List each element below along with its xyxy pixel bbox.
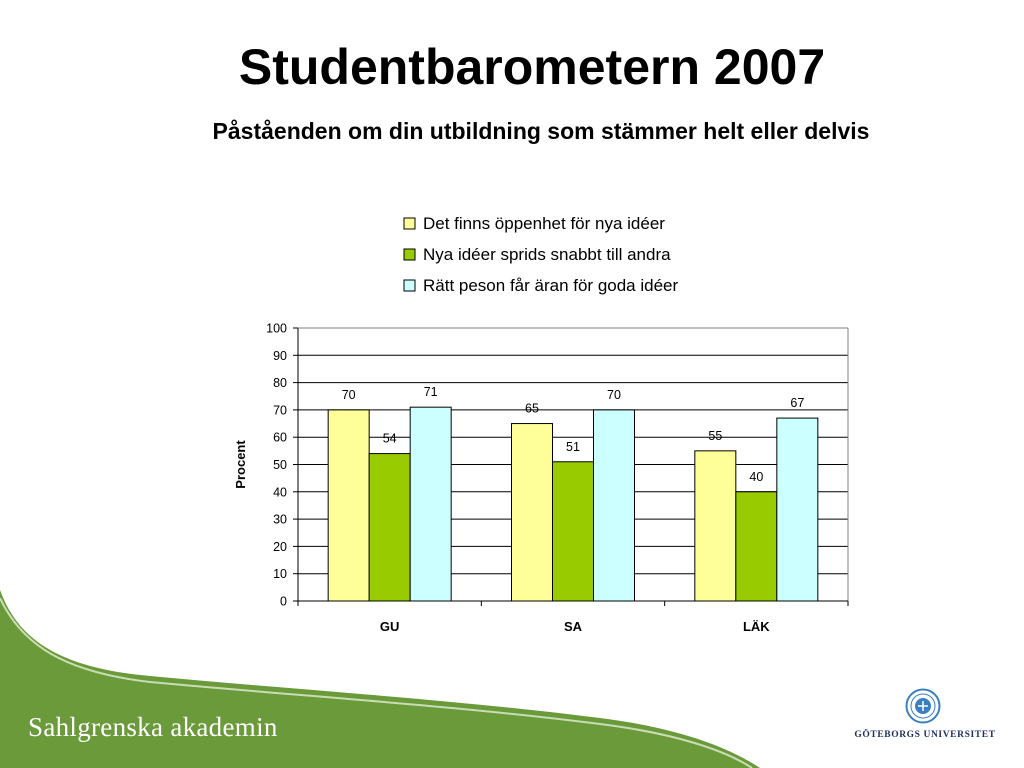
y-axis-label: Procent (233, 440, 248, 489)
bar (552, 461, 594, 602)
footer-light-line (0, 597, 753, 768)
y-tick-label: 30 (273, 513, 287, 527)
brand-wordmark: Sahlgrenska akademin (28, 712, 278, 742)
y-tick-label: 50 (273, 458, 287, 472)
legend-swatch (403, 248, 416, 261)
y-tick-label: 10 (273, 567, 287, 581)
bar (511, 423, 553, 602)
y-tick-label: 70 (273, 403, 287, 417)
data-label: 40 (749, 470, 763, 484)
legend-label: Det finns öppenhet för nya idéer (423, 214, 665, 233)
y-tick-label: 100 (266, 322, 287, 336)
data-label: 70 (342, 388, 356, 402)
bar (593, 409, 635, 602)
legend-label: Nya idéer sprids snabbt till andra (423, 245, 671, 264)
bar (409, 406, 452, 602)
y-tick-label: 0 (280, 595, 287, 609)
legend-swatch (403, 217, 416, 230)
y-tick-label: 60 (273, 431, 287, 445)
data-label: 54 (383, 432, 397, 446)
footer-green-band (0, 590, 760, 768)
data-label: 67 (790, 396, 804, 410)
university-name: GÖTEBORGS UNIVERSITET (854, 730, 996, 740)
data-label: 51 (566, 440, 580, 454)
data-label: 71 (424, 385, 438, 399)
page-title: Studentbarometern 2007 (238, 39, 826, 95)
y-tick-label: 80 (273, 376, 287, 390)
y-tick-label: 90 (273, 349, 287, 363)
x-tick-label: SA (564, 619, 583, 634)
university-seal-icon (905, 688, 941, 724)
data-label: 65 (525, 402, 539, 416)
data-label: 55 (708, 429, 722, 443)
data-label: 70 (607, 388, 621, 402)
y-tick-label: 20 (273, 540, 287, 554)
bar (776, 417, 819, 602)
bar (694, 450, 737, 602)
university-logo: GÖTEBORGS UNIVERSITET (845, 688, 1005, 748)
bar (735, 491, 778, 602)
y-tick-label: 40 (273, 485, 287, 499)
legend-label: Rätt peson får äran för goda idéer (423, 276, 678, 295)
bar (368, 453, 411, 602)
x-tick-label: GU (380, 619, 400, 634)
bar (327, 409, 370, 602)
page-subtitle: Påståenden om din utbildning som stämmer… (212, 118, 870, 144)
legend-swatch (403, 279, 416, 292)
x-tick-label: LÄK (743, 619, 770, 634)
